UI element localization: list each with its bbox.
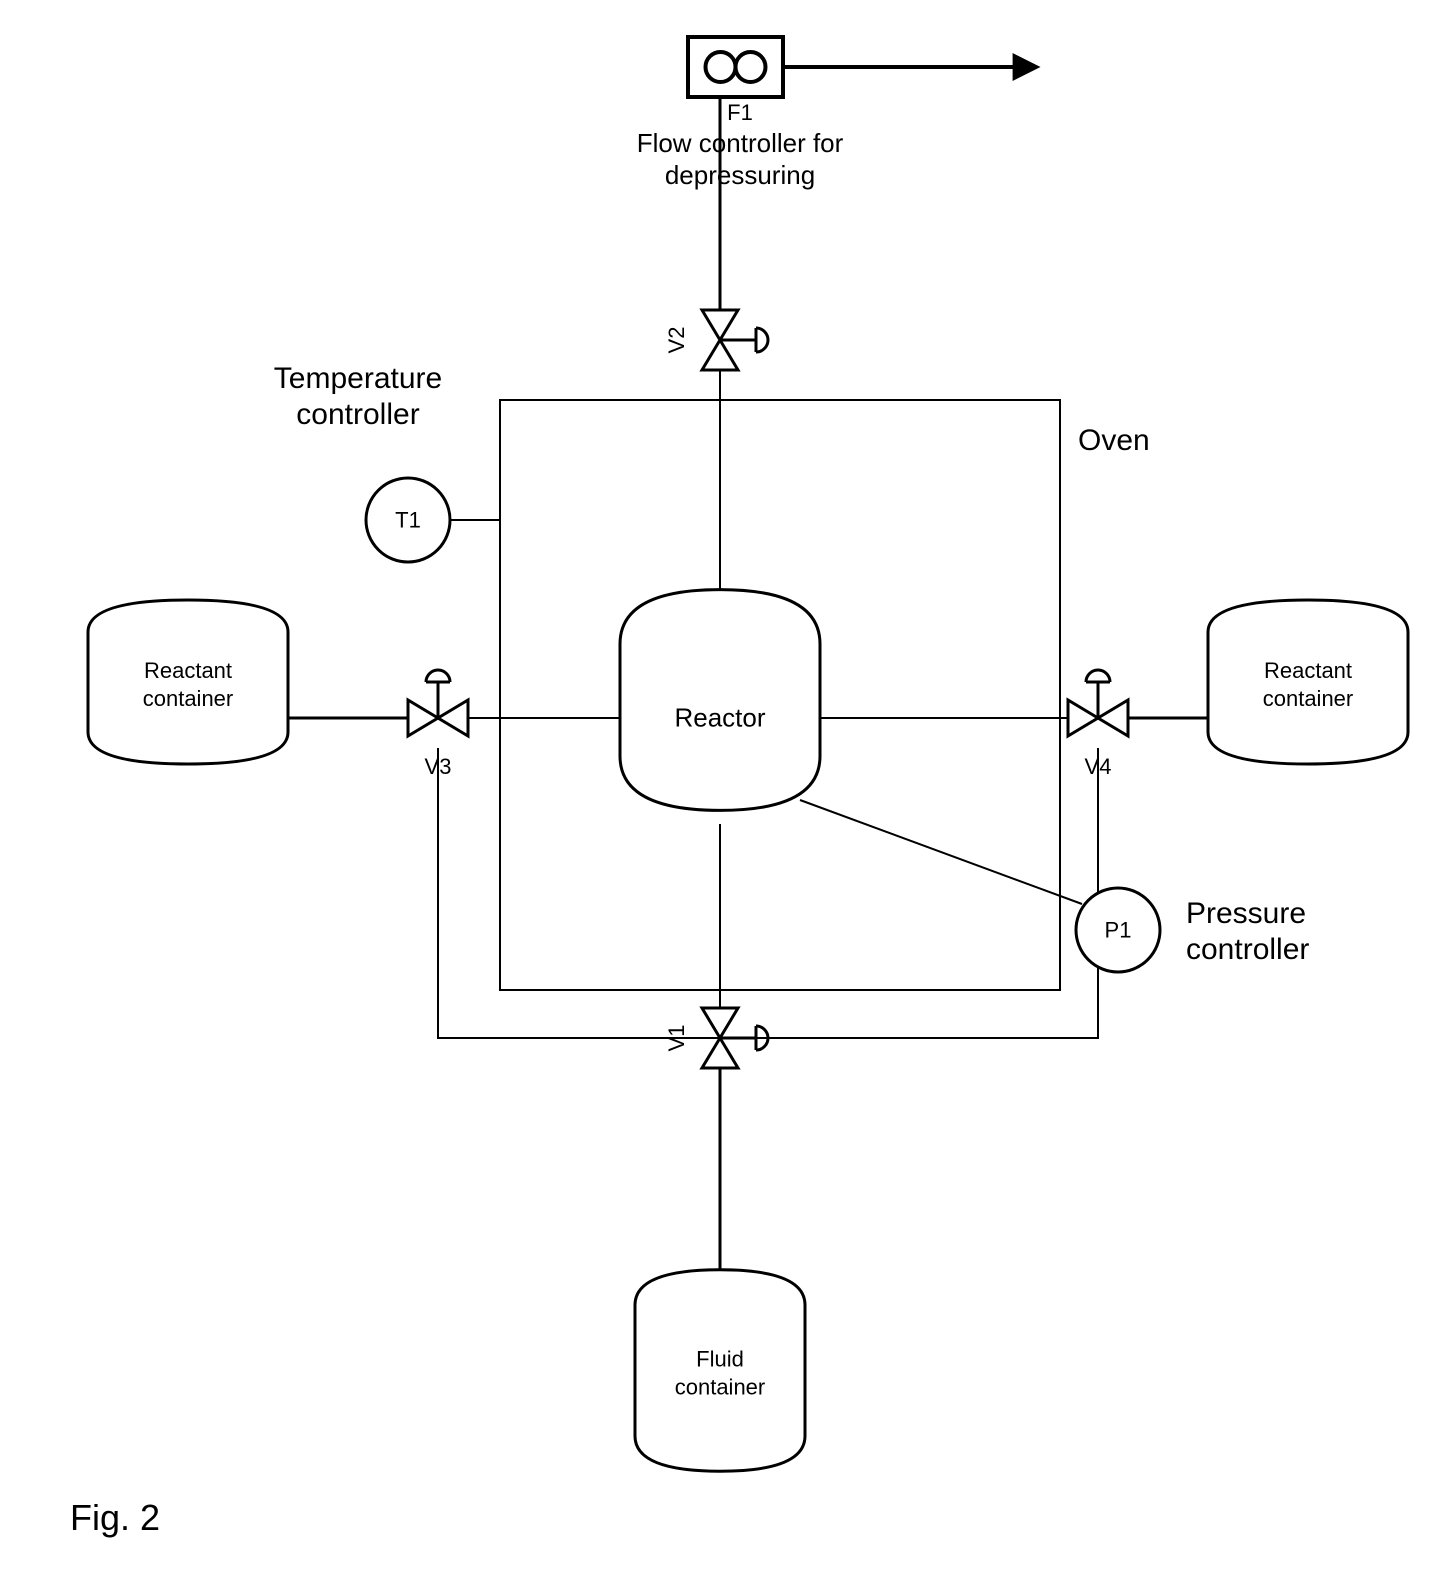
valve-v2: V2 xyxy=(664,310,768,370)
svg-text:depressuring: depressuring xyxy=(665,160,815,190)
svg-text:T1: T1 xyxy=(395,507,421,532)
svg-text:Reactor: Reactor xyxy=(674,703,765,733)
temperature-controller-instrument: T1 xyxy=(366,478,450,562)
svg-text:Reactant: Reactant xyxy=(1264,658,1352,683)
valve-v4: V4 xyxy=(1068,670,1128,779)
svg-text:V2: V2 xyxy=(664,327,689,354)
svg-text:Fluid: Fluid xyxy=(696,1347,744,1372)
svg-text:P1: P1 xyxy=(1105,917,1132,942)
oven-label: Oven xyxy=(1078,424,1150,457)
flow-controller-tag: F1 xyxy=(727,100,753,125)
svg-text:Reactant: Reactant xyxy=(144,658,232,683)
pressure-controller-label: Pressure xyxy=(1186,897,1306,930)
svg-text:controller: controller xyxy=(1186,933,1309,966)
temperature-controller-label: Temperature xyxy=(274,362,442,395)
svg-text:container: container xyxy=(143,686,234,711)
svg-text:V4: V4 xyxy=(1085,754,1112,779)
flow-controller-icon xyxy=(688,37,783,97)
figure-caption: Fig. 2 xyxy=(70,1497,160,1538)
valve-v3: V3 xyxy=(408,670,468,779)
svg-text:V3: V3 xyxy=(425,754,452,779)
pressure-controller-instrument: P1 xyxy=(1076,888,1160,972)
pid-diagram: Reactor Reactant container Reactant containe… xyxy=(0,0,1446,1581)
svg-text:controller: controller xyxy=(296,398,419,431)
fluid-container: Fluid container xyxy=(635,1270,805,1471)
reactant-container-left: Reactant container xyxy=(88,600,288,764)
svg-text:container: container xyxy=(675,1375,766,1400)
svg-text:container: container xyxy=(1263,686,1354,711)
reactor-vessel: Reactor xyxy=(620,590,820,811)
flow-controller-label: Flow controller for xyxy=(637,128,844,158)
svg-text:V1: V1 xyxy=(664,1025,689,1052)
reactant-container-right: Reactant container xyxy=(1208,600,1408,764)
